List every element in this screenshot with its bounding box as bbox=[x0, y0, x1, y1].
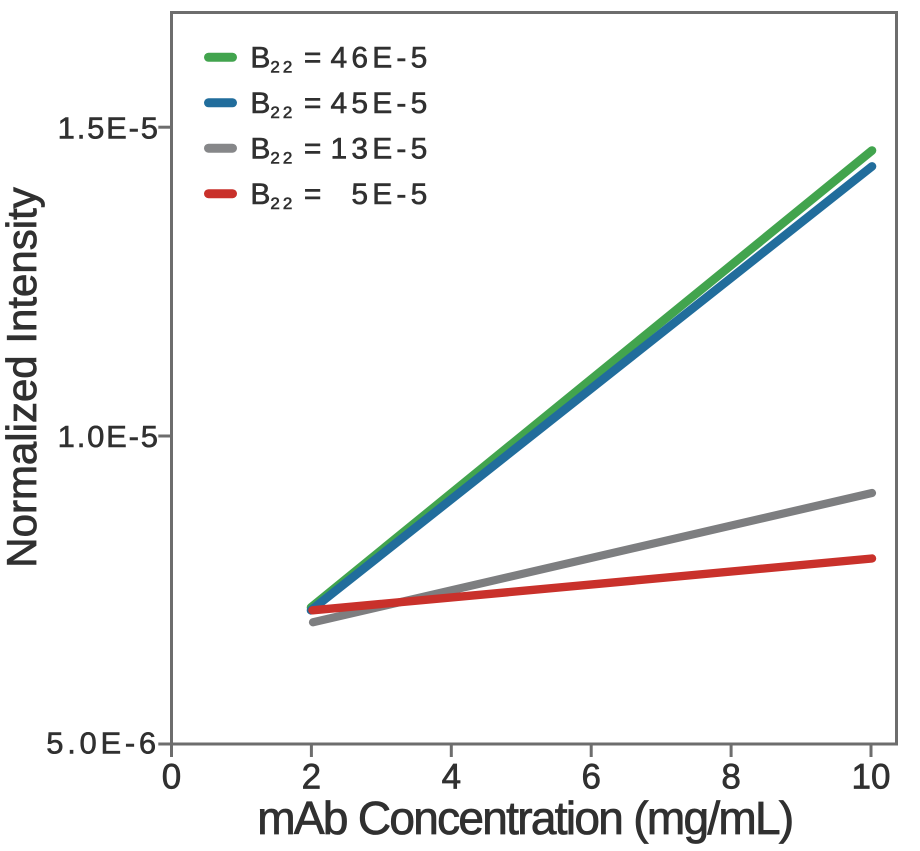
svg-text:10: 10 bbox=[852, 757, 891, 796]
svg-text:=: = bbox=[304, 132, 322, 165]
svg-text:45E-5: 45E-5 bbox=[330, 87, 431, 120]
svg-text:6: 6 bbox=[581, 757, 600, 796]
svg-text:Normalized Intensity: Normalized Intensity bbox=[0, 187, 45, 567]
svg-text:B22: B22 bbox=[250, 42, 295, 77]
svg-text:=: = bbox=[304, 178, 322, 211]
svg-text:8: 8 bbox=[721, 757, 740, 796]
svg-text:5.0E-6: 5.0E-6 bbox=[46, 726, 160, 761]
svg-text:0: 0 bbox=[162, 757, 181, 796]
svg-text:B22: B22 bbox=[250, 178, 295, 213]
svg-text:mAb Concentration (mg/mL): mAb Concentration (mg/mL) bbox=[257, 792, 792, 844]
svg-text:46E-5: 46E-5 bbox=[330, 42, 431, 75]
svg-text:=: = bbox=[304, 87, 322, 120]
svg-text:B22: B22 bbox=[250, 87, 295, 122]
svg-text:2: 2 bbox=[302, 757, 321, 796]
svg-text:5E-5: 5E-5 bbox=[351, 178, 431, 211]
svg-text:B22: B22 bbox=[250, 132, 295, 167]
svg-text:13E-5: 13E-5 bbox=[330, 132, 431, 165]
svg-text:1.5E-5: 1.5E-5 bbox=[58, 110, 160, 145]
svg-text:=: = bbox=[304, 42, 322, 75]
svg-text:1.0E-5: 1.0E-5 bbox=[58, 419, 160, 454]
svg-text:4: 4 bbox=[442, 757, 461, 796]
